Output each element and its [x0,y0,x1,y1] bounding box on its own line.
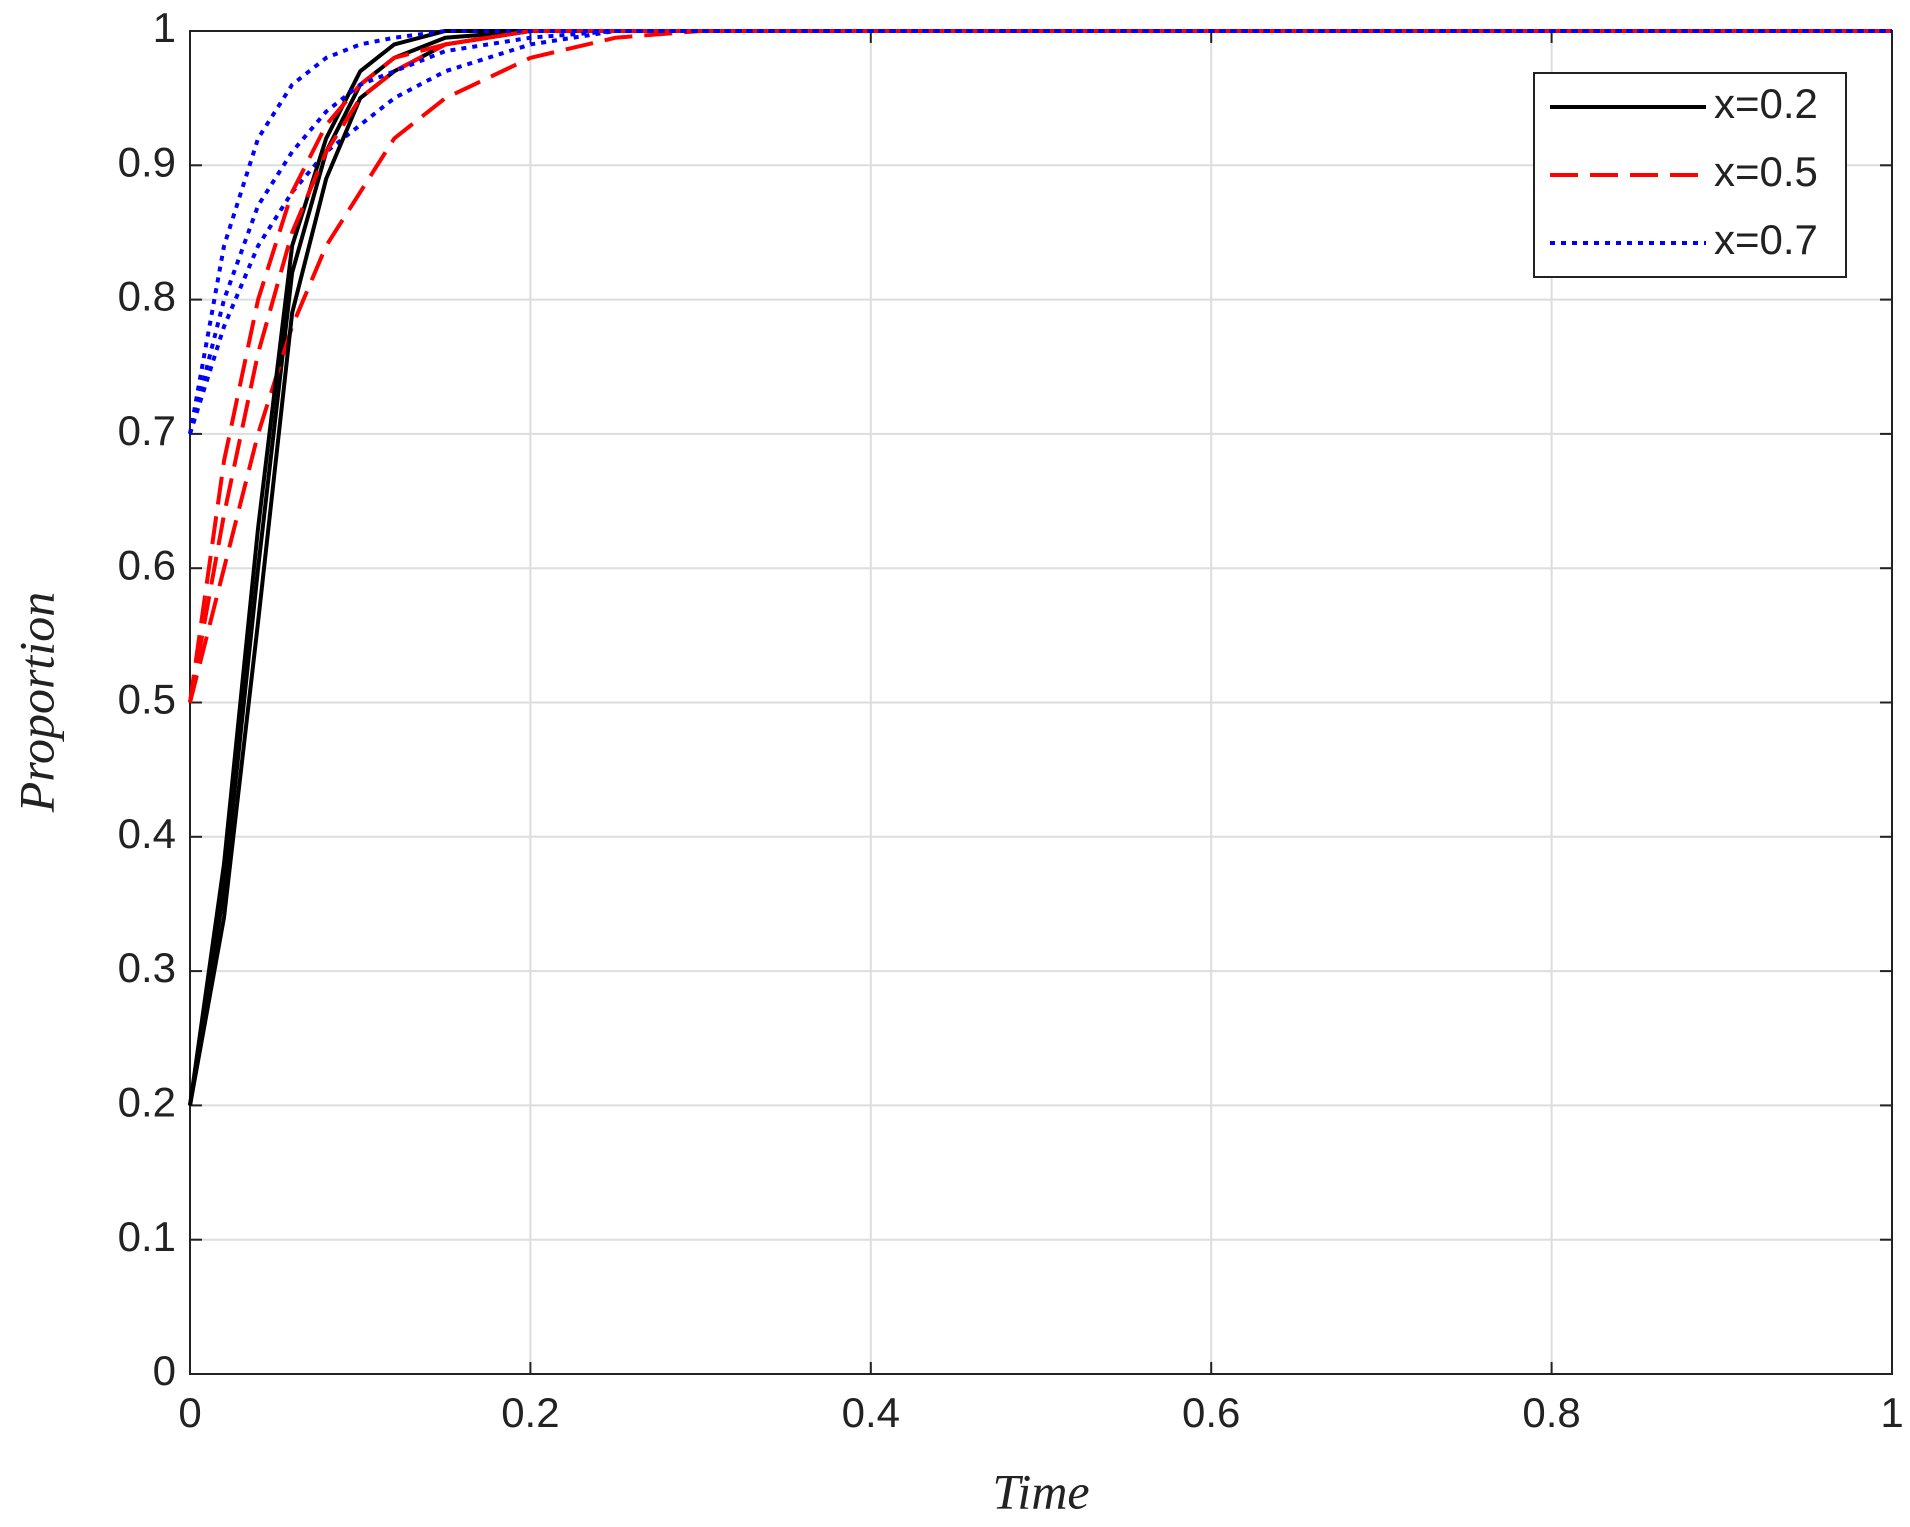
x-tick-label: 0 [178,1389,201,1436]
y-tick-label: 0.9 [118,138,176,185]
legend-label: x=0.5 [1714,148,1818,195]
y-tick-label: 0 [153,1347,176,1394]
y-tick-label: 0.1 [118,1213,176,1260]
y-tick-label: 0.8 [118,273,176,320]
x-tick-label: 0.6 [1182,1389,1240,1436]
y-tick-label: 0.7 [118,407,176,454]
x-tick-label: 1 [1880,1389,1903,1436]
x-axis-label: Time [992,1463,1089,1519]
data-line [188,29,1892,703]
x-tick-label: 0.2 [501,1389,559,1436]
y-tick-label: 0.6 [118,541,176,588]
y-tick-label: 0.4 [118,810,176,857]
legend-label: x=0.2 [1714,80,1818,127]
data-line [188,29,1892,435]
x-tick-label: 0.4 [842,1389,900,1436]
y-tick-label: 0.5 [118,676,176,723]
y-tick-label: 0.2 [118,1078,176,1125]
y-tick-label: 0.3 [118,944,176,991]
x-tick-label: 0.8 [1522,1389,1580,1436]
legend-label: x=0.7 [1714,216,1818,263]
y-tick-label: 1 [153,4,176,51]
y-axis-label: Proportion [8,592,64,813]
